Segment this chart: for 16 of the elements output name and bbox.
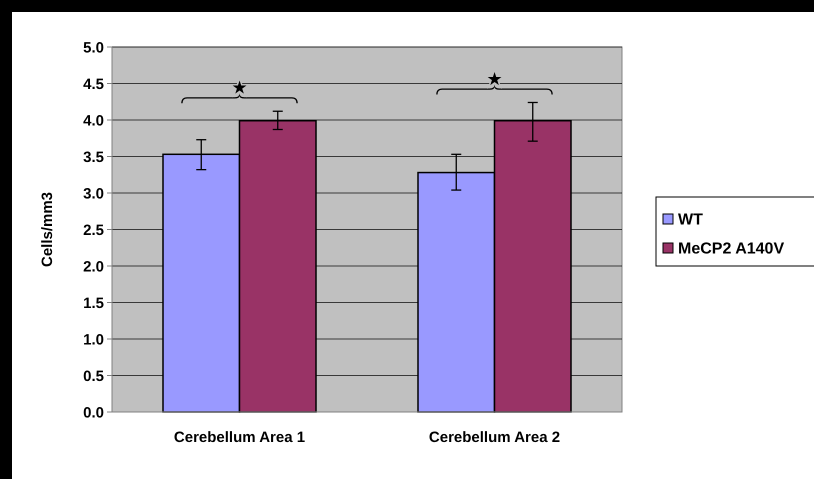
x-tick-label: Cerebellum Area 1: [174, 429, 306, 446]
legend-label: WT: [678, 212, 704, 229]
y-tick-label: 4.0: [83, 112, 104, 130]
y-tick-label: 2.5: [83, 222, 104, 239]
x-tick-label: Cerebellum Area 2: [428, 429, 560, 446]
y-tick-label: 0.0: [83, 404, 104, 422]
y-axis-title: Cells/mm3: [39, 192, 56, 268]
legend-label: MeCP2 A140V: [678, 240, 784, 258]
y-tick-label: 5.0: [83, 39, 104, 56]
y-tick-label: 1.5: [83, 294, 104, 312]
y-tick-label: 4.5: [83, 76, 104, 93]
y-tick-label: 3.5: [83, 148, 104, 166]
y-tick-label: 0.5: [83, 368, 104, 385]
y-tick-label: 1.0: [83, 331, 104, 348]
y-tick-label: 2.0: [83, 258, 104, 276]
y-tick-label: 3.0: [83, 185, 104, 202]
